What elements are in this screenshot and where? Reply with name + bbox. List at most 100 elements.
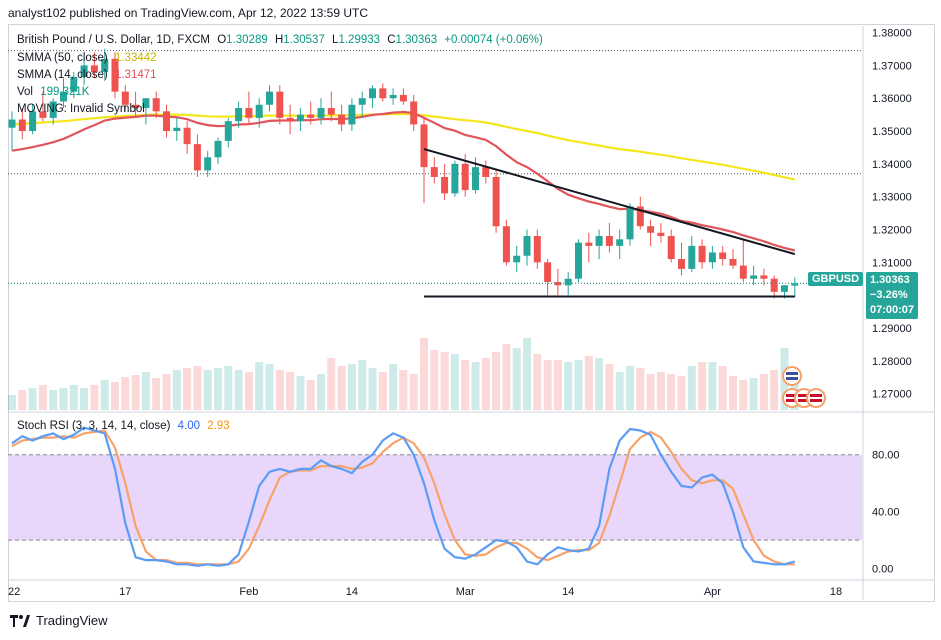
volume-bar [80, 388, 89, 410]
candle-body [399, 94, 407, 102]
event-flag-icon [798, 397, 810, 399]
candle-body [204, 157, 212, 171]
volume-bar [698, 362, 707, 410]
volume-bar [368, 368, 377, 410]
candle-body [338, 114, 346, 125]
time-tick-label: 18 [830, 586, 842, 598]
volume-bar [244, 372, 253, 410]
volume-bar [183, 368, 192, 410]
volume-bar [770, 370, 779, 410]
candle-body [461, 163, 469, 191]
volume-bar [111, 382, 119, 410]
volume-bar [265, 364, 274, 410]
volume-bar [574, 360, 583, 410]
volume-bar [553, 360, 562, 410]
volume-bar [337, 366, 346, 410]
volume-bar [564, 362, 573, 410]
volume-bar [28, 388, 37, 410]
candle-body [49, 101, 57, 118]
candle-body [379, 88, 387, 99]
stoch-label: Stoch RSI (3, 3, 14, 14, close) [17, 420, 171, 432]
legend-change: +0.00074 (+0.06%) [444, 34, 543, 46]
candle-body [708, 252, 716, 263]
stoch-tick-label: 40.00 [872, 507, 900, 519]
chart-frame [8, 24, 935, 602]
candle-body [750, 275, 758, 279]
candle-body [358, 98, 366, 105]
price-tick-label: 1.34000 [872, 159, 912, 171]
volume-bar [172, 370, 181, 410]
candle-body [266, 91, 273, 105]
candle-body [616, 239, 624, 246]
sma14-value: 1.31471 [114, 69, 157, 81]
candle-body [451, 163, 459, 194]
candle-body [729, 259, 737, 266]
candle-body [327, 108, 335, 115]
last-price: 1.30363 [870, 274, 910, 286]
legend-open: 1.30289 [226, 34, 268, 46]
candle-body [214, 140, 222, 158]
volume-bar [327, 358, 336, 410]
volume-bar [440, 352, 449, 410]
price-tick-label: 1.35000 [872, 126, 912, 138]
sma50-legend: SMMA (50, close) 1.33442 [17, 52, 157, 64]
tradingview-logo-icon [10, 614, 30, 627]
candle-body [533, 236, 541, 263]
candle-body [719, 252, 727, 260]
volume-bar [595, 358, 604, 410]
candle-body [544, 262, 552, 282]
smma50-line [11, 112, 796, 181]
candle-body [369, 88, 376, 99]
candle-body [90, 65, 98, 72]
volume-bar [203, 370, 212, 410]
candle-body [389, 94, 397, 99]
legend-low: 1.29933 [338, 34, 381, 46]
volume-bar [481, 358, 490, 410]
volume-bar [389, 364, 398, 410]
volume-bar [234, 370, 243, 410]
price-tick-label: 1.32000 [872, 224, 912, 236]
candle-body [18, 119, 26, 132]
volume-bar [358, 360, 367, 410]
volume-bar [471, 362, 480, 410]
candle-body [513, 255, 521, 263]
candle-body [657, 232, 665, 237]
volume-bar [708, 362, 717, 410]
candle-body [132, 104, 140, 109]
candle-body [636, 206, 644, 227]
legend-low-label: L [332, 34, 339, 46]
volume-bar [605, 364, 614, 410]
candle-body [492, 176, 500, 227]
volume-bar [636, 368, 645, 410]
price-tick-label: 1.37000 [872, 60, 912, 72]
time-tick-label: 22 [8, 586, 20, 598]
candle-body [224, 121, 232, 141]
volume-bar [18, 390, 27, 410]
volume-bar [317, 374, 325, 410]
stoch-k-value: 4.00 [177, 420, 201, 432]
volume-bar [461, 360, 470, 410]
last-price-tag: 1.30363 −3.26% 07:00:07 [866, 272, 919, 319]
moving-label: MOVING: Invalid Symbol [17, 103, 145, 115]
candle-body [286, 117, 294, 122]
stoch-band [8, 454, 862, 541]
symbol-tag: GBPUSD [808, 272, 864, 286]
candle-body [60, 91, 67, 102]
volume-bar [214, 368, 222, 410]
candle-body [255, 104, 263, 118]
candle-body [121, 91, 129, 105]
price-tick-label: 1.33000 [872, 192, 912, 204]
moving-legend: MOVING: Invalid Symbol [17, 103, 145, 115]
volume-bar [121, 377, 130, 410]
time-tick-label: Mar [456, 586, 475, 598]
candle-body [276, 91, 284, 118]
candle-body [523, 236, 531, 256]
volume-bar [677, 376, 686, 410]
volume-legend: Vol 199.321K [17, 86, 89, 98]
candle-body [163, 111, 170, 132]
vol-value: 199.321K [40, 86, 90, 98]
candle-body [770, 278, 778, 292]
legend-close-label: C [387, 34, 396, 46]
candle-body [575, 242, 582, 279]
